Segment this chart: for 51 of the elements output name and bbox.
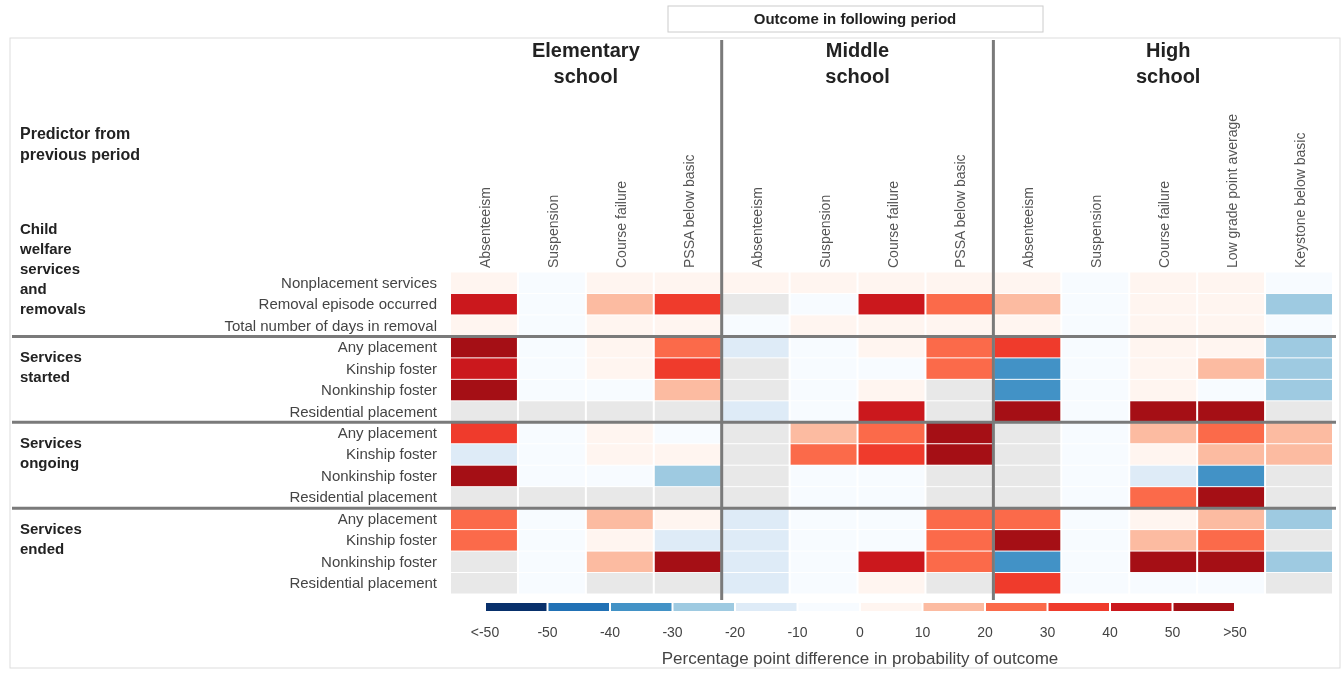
x-tick-label: Suspension	[1088, 194, 1105, 268]
text: Predictor from previous period	[20, 125, 141, 163]
color-bar-label: 10	[914, 624, 931, 640]
y-tick-label: Kinship foster	[346, 445, 437, 463]
color-bar-title: Percentage point difference in probability of outcome	[661, 649, 1059, 668]
color-bar-label: -40	[599, 624, 621, 640]
color-bar-label: 50	[1164, 624, 1181, 640]
color-bar-label: -10	[787, 624, 808, 640]
y-tick-label: Any placement	[337, 338, 438, 356]
y-tick-label: Any placement	[337, 509, 438, 527]
color-bar-label: -50	[537, 624, 558, 640]
text: Child welfare services and removals	[19, 220, 86, 317]
text: Middle school	[825, 39, 890, 87]
x-tick-label: Absenteeism	[1020, 187, 1037, 268]
text: Elementary school	[531, 39, 641, 87]
color-bar-label: <-50	[470, 624, 500, 640]
x-tick-label: Keystone below basic	[1292, 132, 1309, 268]
x-tick-label: Course failure	[884, 180, 901, 268]
color-bar-label: -20	[724, 624, 746, 640]
color-bar-label: 0	[856, 624, 865, 640]
color-bar-label: 40	[1102, 624, 1118, 640]
text: Services ended	[20, 520, 82, 558]
y-tick-label: Residential placement	[289, 488, 438, 506]
x-tick-label: PSSA below basic	[680, 154, 697, 268]
y-tick-label: Any placement	[337, 424, 438, 441]
color-bar-label: 30	[1039, 624, 1056, 640]
y-tick-label: Total number of days in removal	[224, 316, 437, 334]
color-bar-label: -30	[662, 624, 683, 640]
text: High school	[1135, 39, 1201, 87]
text: Services ongoing	[20, 434, 82, 472]
y-tick-label: Kinship foster	[346, 359, 437, 377]
x-tick-label: Low grade point average	[1224, 113, 1241, 268]
y-tick-label: Nonkinship foster	[321, 381, 437, 399]
y-tick-label: Nonplacement services	[281, 273, 437, 291]
x-tick-label: Absenteeism	[748, 187, 765, 268]
y-tick-label: Removal episode occurred	[258, 295, 437, 313]
x-tick-label: Suspension	[816, 194, 833, 268]
x-tick-label: Course failure	[612, 180, 629, 268]
x-tick-label: Suspension	[544, 194, 561, 268]
x-tick-label: Course failure	[1156, 180, 1173, 268]
x-tick-label: PSSA below basic	[952, 154, 969, 268]
text: Outcome in following period	[753, 10, 957, 27]
text: Services started	[20, 348, 82, 386]
color-bar-label: 20	[977, 624, 993, 640]
x-tick-label: Absenteeism	[476, 187, 493, 268]
color-bar-label: >50	[1223, 624, 1248, 640]
y-tick-label: Kinship foster	[346, 531, 437, 549]
y-tick-label: Nonkinship foster	[321, 466, 437, 484]
y-tick-label: Nonkinship foster	[321, 552, 437, 570]
y-tick-label: Residential placement	[289, 574, 438, 592]
y-tick-label: Residential placement	[289, 402, 438, 420]
